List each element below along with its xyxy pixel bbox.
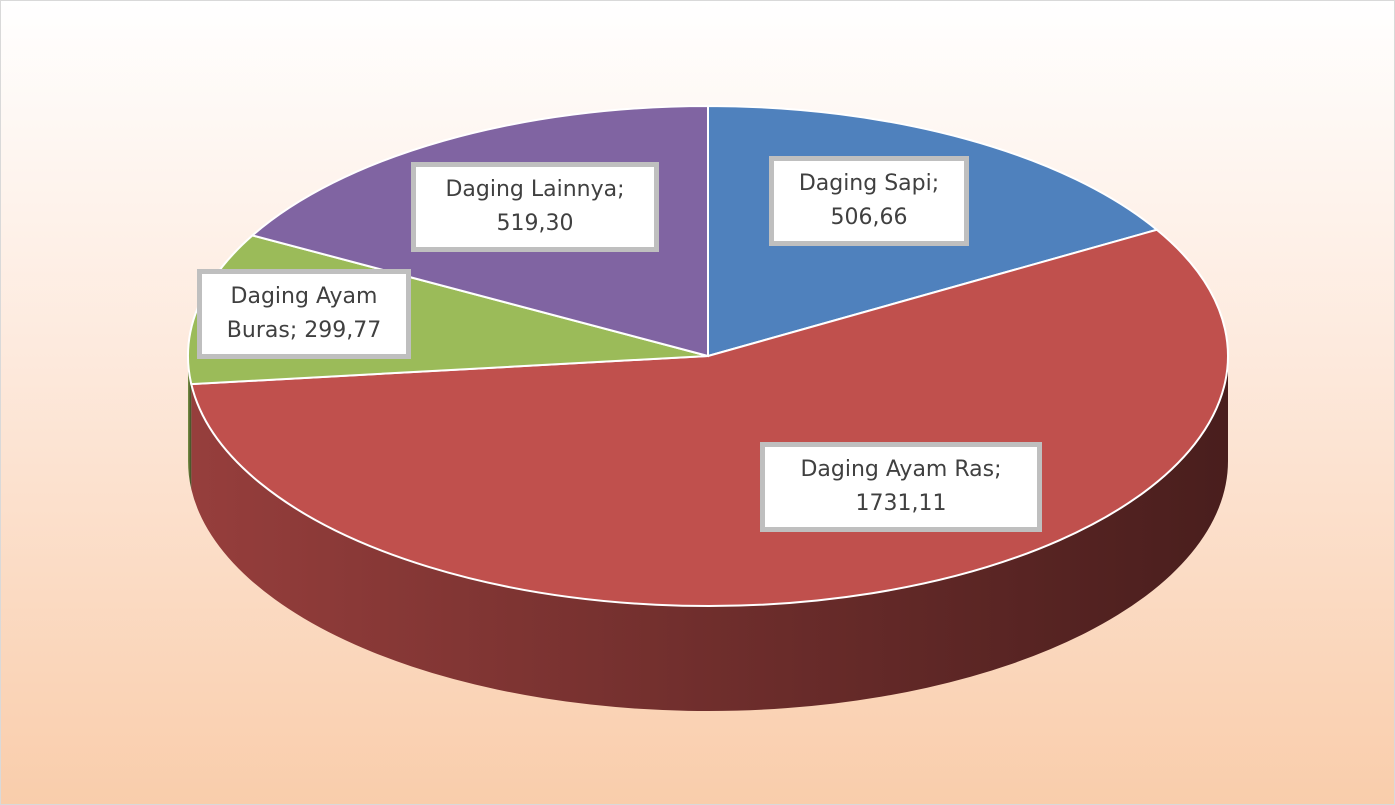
label-value: 506,66	[830, 205, 908, 230]
label-value: 1731,11	[855, 491, 947, 516]
label-separator: ;	[289, 318, 298, 343]
data-label: Daging Sapi; 506,66	[769, 156, 969, 246]
label-separator: ;	[617, 177, 625, 202]
pie-slice-side	[191, 356, 1228, 711]
label-category: Daging Ayam Ras	[800, 457, 995, 482]
label-category: Daging Lainnya	[445, 177, 618, 202]
label-separator: ;	[931, 171, 940, 196]
label-category: Daging Sapi	[798, 171, 932, 196]
data-label: Daging Lainnya; 519,30	[411, 162, 659, 252]
label-category: Daging Ayam Buras	[226, 284, 378, 343]
data-label: Daging Ayam Ras; 1731,11	[760, 442, 1042, 532]
data-label: Daging Ayam Buras; 299,77	[197, 269, 411, 359]
label-value: 299,77	[304, 318, 382, 343]
label-value: 519,30	[496, 211, 574, 236]
label-separator: ;	[994, 457, 1002, 482]
pie-slice-side	[188, 356, 192, 490]
